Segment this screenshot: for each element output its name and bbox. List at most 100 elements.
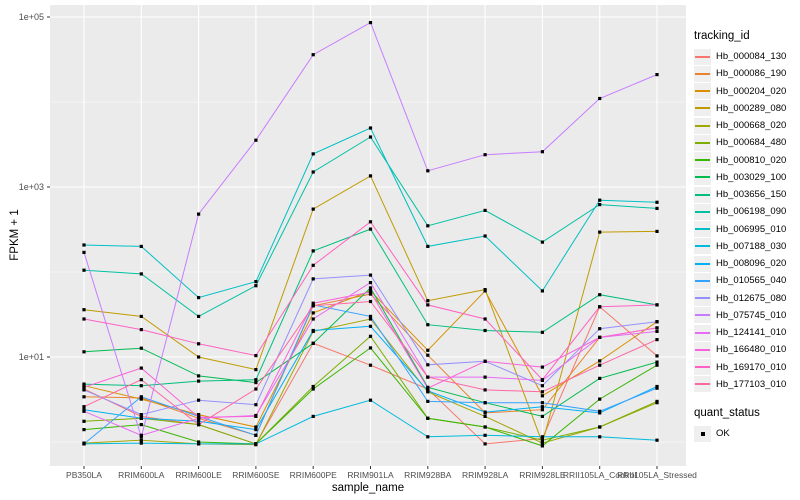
legend-key-swatch: [694, 186, 711, 203]
data-point: [82, 250, 86, 254]
y-tick-label: 1e+03: [19, 182, 44, 192]
legend-swatch-line: [695, 348, 710, 351]
data-point: [540, 436, 544, 441]
data-point: [368, 292, 373, 296]
data-point: [426, 375, 430, 379]
data-point: [598, 425, 602, 429]
data-point: [426, 348, 430, 352]
legend-item-Hb_000810_020: Hb_000810_020: [694, 152, 800, 169]
legend-item-label: Hb_177103_010: [716, 378, 787, 390]
data-point: [426, 399, 430, 403]
data-point: [598, 327, 602, 331]
data-point: [426, 386, 430, 390]
legend-item-label: Hb_166480_010: [716, 344, 787, 356]
data-point: [139, 423, 143, 427]
data-point: [598, 376, 602, 380]
data-point: [139, 433, 143, 437]
data-point: [598, 363, 602, 367]
legend: tracking_id Hb_000084_130 Hb_000086_190 Hb…: [694, 30, 800, 442]
quant-status-point-icon: [700, 431, 705, 436]
data-point: [311, 53, 315, 57]
legend-key-swatch: [694, 255, 711, 272]
data-point: [139, 438, 143, 442]
legend-key-swatch: [694, 324, 711, 341]
data-point: [254, 138, 258, 142]
x-tick-label: RRIM600PE: [290, 470, 338, 480]
data-point: [254, 280, 258, 284]
data-point: [655, 360, 659, 364]
data-point: [598, 409, 602, 413]
data-point: [368, 398, 373, 402]
legend-items-tracking-id: Hb_000084_130 Hb_000086_190 Hb_000204_020 H…: [694, 48, 800, 393]
data-point: [254, 428, 258, 432]
legend-item-Hb_177103_010: Hb_177103_010: [694, 376, 800, 393]
data-point: [598, 96, 602, 101]
x-tick-label: RRIM901LA: [347, 470, 394, 480]
legend-title-tracking-id: tracking_id: [694, 30, 750, 42]
data-point: [82, 388, 86, 392]
legend-item-label: Hb_169170_010: [716, 361, 787, 373]
data-point: [254, 442, 258, 446]
data-point: [540, 405, 544, 409]
data-point: [598, 359, 602, 363]
data-point: [426, 169, 430, 173]
data-point: [254, 433, 258, 437]
legend-item-label: Hb_000668_020: [716, 120, 787, 132]
data-point: [139, 384, 143, 388]
x-axis-title: sample_name: [331, 482, 405, 494]
legend-key-swatch: [694, 48, 711, 65]
data-point: [82, 385, 86, 389]
data-point: [540, 414, 544, 418]
legend-key-swatch: [694, 169, 711, 186]
legend-item-label: Hb_003656_150: [716, 189, 787, 201]
data-point: [311, 384, 315, 389]
y-tick-label: 1e+01: [19, 352, 44, 362]
legend-item-Hb_008096_020: Hb_008096_020: [694, 255, 800, 272]
data-point: [311, 341, 315, 345]
legend-key-swatch: [694, 65, 711, 82]
legend-item-Hb_075745_010: Hb_075745_010: [694, 307, 800, 324]
data-point: [139, 416, 143, 420]
data-point: [483, 328, 487, 333]
legend-item-Hb_169170_010: Hb_169170_010: [694, 359, 800, 376]
data-point: [197, 374, 201, 378]
y-tick-label: 1e+05: [19, 12, 44, 22]
legend-item-Hb_000084_130: Hb_000084_130: [694, 48, 800, 65]
data-point: [655, 363, 659, 367]
data-point: [311, 304, 315, 308]
legend-item-label: Hb_075745_010: [716, 309, 787, 321]
legend-key-swatch: [694, 341, 711, 358]
legend-item-Hb_007188_030: Hb_007188_030: [694, 238, 800, 255]
data-point: [197, 442, 201, 446]
legend-key-swatch: [694, 83, 711, 100]
data-point: [139, 244, 143, 248]
data-point: [598, 305, 602, 309]
legend-key-swatch: [694, 359, 711, 376]
legend-item-label: Hb_000086_190: [716, 68, 787, 80]
data-point: [483, 442, 487, 446]
data-point: [655, 206, 659, 210]
data-point: [311, 328, 315, 333]
data-point: [483, 288, 487, 292]
data-point: [426, 363, 430, 367]
data-point: [139, 414, 143, 418]
legend-swatch-line: [695, 90, 710, 93]
legend-item-label: Hb_000084_130: [716, 51, 787, 63]
data-point: [426, 323, 430, 327]
data-point: [197, 413, 201, 417]
legend-item-label: Hb_003029_100: [716, 171, 787, 183]
x-tick-label: RRIM928LE: [519, 470, 566, 480]
data-point: [368, 346, 373, 350]
data-point: [197, 423, 201, 427]
legend-item-label: Hb_006198_090: [716, 206, 787, 218]
legend-key-swatch: [694, 272, 711, 289]
legend-key-swatch: [694, 425, 711, 442]
data-point: [197, 296, 201, 300]
data-point: [483, 433, 487, 437]
data-point: [82, 405, 86, 409]
legend-swatch-line: [695, 55, 710, 58]
data-point: [655, 303, 659, 307]
legend-item-Hb_000684_480: Hb_000684_480: [694, 134, 800, 151]
data-point: [483, 208, 487, 212]
